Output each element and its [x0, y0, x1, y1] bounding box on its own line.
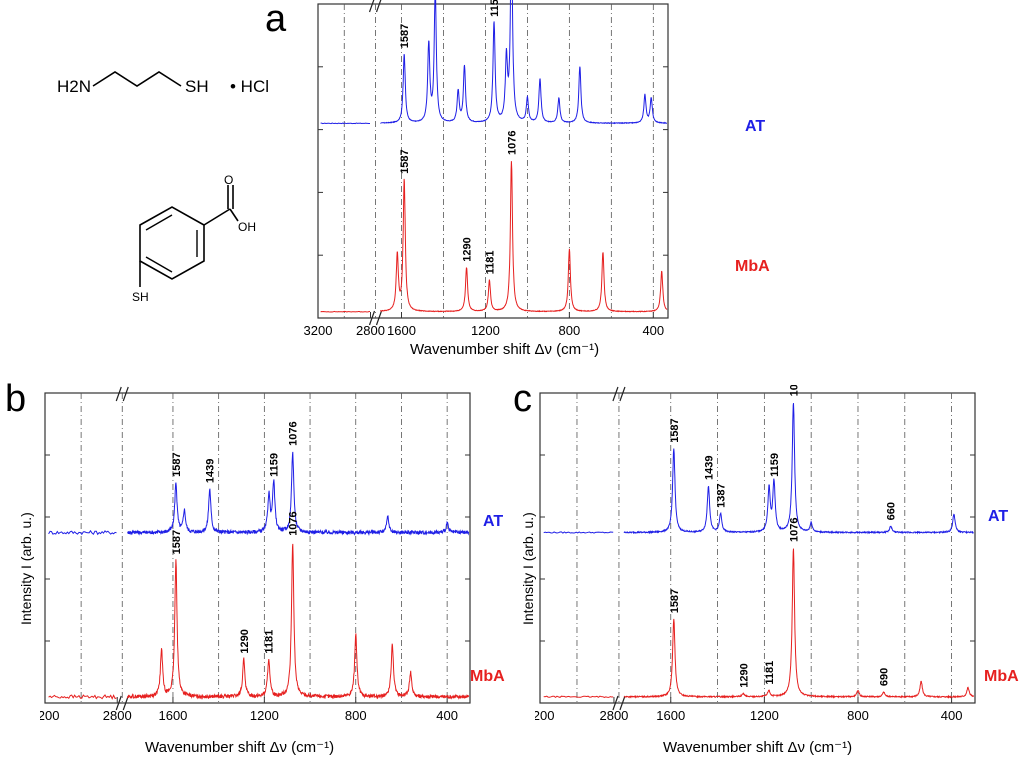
peak-label-AT-1159: 1159	[489, 0, 501, 17]
peak-label-AT-1159: 1159	[269, 453, 281, 477]
mba-molecule: O OH SH	[132, 175, 256, 304]
series-MbA-line	[623, 548, 975, 699]
plot-frame	[317, 3, 669, 319]
at-thiol-label: SH	[185, 77, 209, 96]
peak-label-AT-1439: 1439	[205, 459, 217, 483]
series-MbA-line	[126, 543, 470, 700]
at-molecule: H2N SH • HCl	[57, 71, 269, 96]
axis-break-mark-top-2	[375, 0, 382, 13]
xlabel-b: Wavenumber shift Δν (cm⁻¹)	[145, 739, 335, 756]
xtick-label-400: 400	[642, 323, 664, 338]
xtick-label-1600: 1600	[387, 323, 416, 338]
xtick-label-2800: 2800	[356, 323, 385, 338]
mba-thiol-label: SH	[132, 290, 149, 304]
axis-break-mark-bottom-1	[115, 695, 122, 711]
xtick-label-2800: 2800	[599, 708, 628, 723]
axis-break-mark-top-1	[612, 386, 619, 402]
peak-label-MbA-1290: 1290	[239, 629, 251, 653]
xtick-label-800: 800	[345, 708, 367, 723]
peak-label-AT-1076: 1076	[788, 385, 800, 396]
axis-break-mark-bottom-1	[612, 695, 619, 711]
xtick-label-2800: 2800	[103, 708, 132, 723]
xlabel-c: Wavenumber shift Δν (cm⁻¹)	[663, 739, 853, 756]
series-AT-line-high	[320, 122, 370, 125]
series-MbA-line-high	[543, 695, 614, 699]
series-MbA-line-high	[48, 694, 117, 700]
ylabel-c: Intensity I (arb. u.)	[520, 512, 536, 625]
peak-label-MbA-1290: 1290	[462, 237, 474, 261]
peak-label-AT-1587: 1587	[669, 418, 681, 442]
xtick-label-1600: 1600	[656, 708, 685, 723]
xtick-label-1200: 1200	[471, 323, 500, 338]
xtick-label-1200: 1200	[250, 708, 279, 723]
series-tag-at-a: AT	[745, 118, 766, 135]
series-tag-at-c: AT	[988, 508, 1009, 525]
at-amine-label: H2N	[57, 77, 91, 96]
series-MbA-line	[380, 161, 668, 313]
axis-break-mark-bottom-1	[368, 310, 376, 326]
xtick-label-800: 800	[847, 708, 869, 723]
peak-label-MbA-690: 690	[879, 668, 891, 686]
peak-label-MbA-1587: 1587	[399, 149, 411, 173]
series-tag-mba-a: MbA	[735, 258, 770, 275]
panel-letter-a: a	[265, 0, 287, 40]
axis-break-mark-top-2	[619, 386, 626, 402]
series-tag-at-b: AT	[483, 513, 504, 530]
xtick-label-3200: 3200	[304, 323, 333, 338]
peak-label-AT-1439: 1439	[703, 456, 715, 480]
peak-label-AT-1159: 1159	[769, 453, 781, 477]
plot-frame	[44, 392, 471, 704]
peak-label-MbA-1181: 1181	[484, 250, 496, 274]
peak-label-MbA-1076: 1076	[506, 131, 518, 155]
peak-label-MbA-1181: 1181	[764, 661, 776, 685]
peak-label-AT-1076: 1076	[288, 421, 300, 445]
axis-break-mark-top-2	[122, 386, 129, 402]
xtick-label-800: 800	[559, 323, 581, 338]
at-salt-label: • HCl	[230, 77, 269, 96]
peak-label-MbA-1181: 1181	[264, 630, 276, 654]
xlabel-a: Wavenumber shift Δν (cm⁻¹)	[410, 341, 600, 358]
panel-letter-b: b	[5, 378, 27, 420]
xtick-label-1200: 1200	[750, 708, 779, 723]
peak-label-MbA-1587: 1587	[171, 530, 183, 554]
plot-frame	[539, 392, 976, 704]
series-AT-line-high	[543, 531, 614, 534]
axis-break-mark-bottom-2	[375, 310, 383, 326]
peak-label-MbA-1076: 1076	[788, 518, 800, 542]
series-tag-mba-c: MbA	[984, 668, 1019, 685]
peak-label-MbA-1290: 1290	[738, 663, 750, 687]
series-MbA-line-high	[320, 310, 371, 313]
xtick-label-3200: 3200	[40, 708, 59, 723]
series-AT-line	[126, 451, 470, 536]
chart-panel-b: 3200 2800 1600 1200 800 400 1587 1439 1159 1076 15…	[40, 386, 471, 723]
peak-label-MbA-1076: 1076	[288, 511, 300, 535]
peak-label-AT-1587: 1587	[171, 452, 183, 476]
mba-carbonyl-label: O	[224, 175, 233, 187]
xtick-label-3200: 3200	[535, 708, 554, 723]
series-AT-line-high	[48, 529, 117, 536]
axis-break-mark-bottom-2	[619, 695, 626, 711]
panel-letter-c: c	[513, 378, 532, 420]
mba-hydroxyl-label: OH	[238, 220, 256, 234]
peak-label-AT-660: 660	[886, 502, 898, 520]
axis-break-mark-top-1	[115, 386, 122, 402]
series-tag-mba-b: MbA	[470, 668, 505, 685]
series-AT-line	[623, 403, 974, 535]
peak-label-AT-1587: 1587	[399, 24, 411, 48]
peak-label-MbA-1587: 1587	[669, 589, 681, 613]
peak-label-AT-1387: 1387	[716, 483, 728, 507]
axis-break-mark-top-1	[368, 0, 375, 13]
xtick-label-400: 400	[436, 708, 458, 723]
xtick-label-1600: 1600	[158, 708, 187, 723]
series-AT-line	[380, 0, 667, 125]
ylabel-b: Intensity I (arb. u.)	[18, 512, 34, 625]
xtick-label-400: 400	[941, 708, 963, 723]
chart-panel-a: 3200280016001200800400158714391159107615…	[304, 0, 669, 338]
